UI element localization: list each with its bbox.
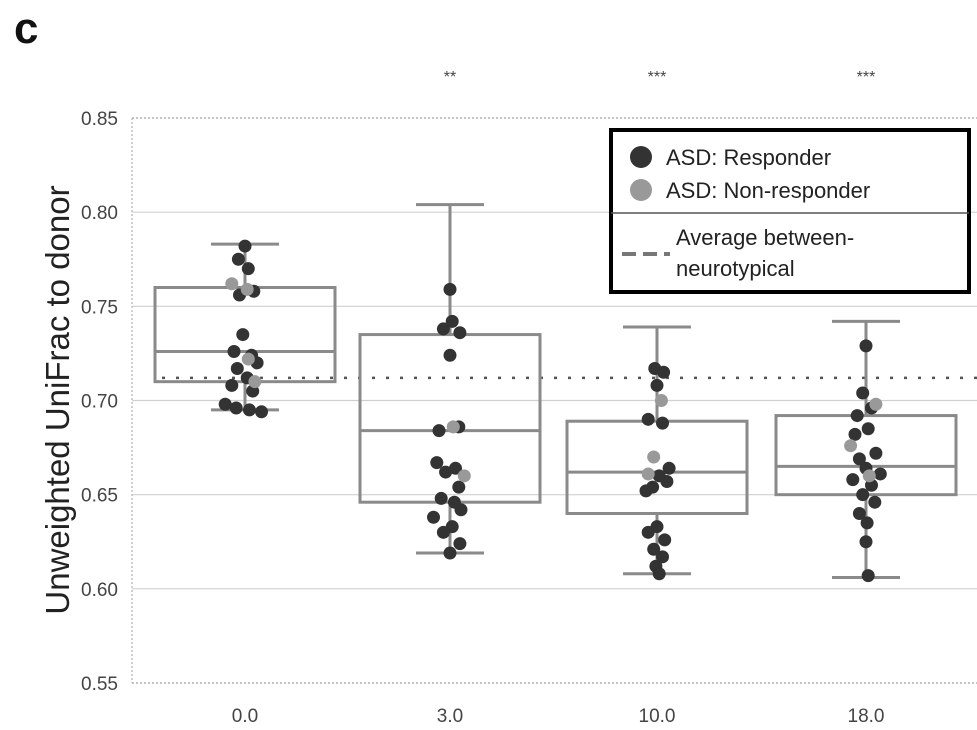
responder-point (641, 412, 655, 426)
legend-responder-label: ASD: Responder (666, 145, 831, 170)
responder-point (434, 491, 448, 505)
responder-point (647, 542, 661, 556)
responder-point (439, 465, 453, 479)
x-tick-label: 3.0 (437, 706, 463, 727)
responder-point (873, 467, 887, 481)
responder-point (868, 495, 882, 509)
responder-point (430, 456, 444, 470)
responder-point (856, 386, 870, 400)
panel-label: c (14, 4, 39, 53)
responder-point (639, 484, 653, 498)
responder-point (859, 535, 873, 549)
nonresponder-point (641, 467, 655, 481)
responder-point (236, 328, 250, 342)
legend-line-label-1: Average between- (676, 225, 854, 250)
responder-point (861, 569, 875, 583)
responder-point (650, 378, 664, 392)
responder-point (452, 480, 466, 494)
legend-responder-marker (630, 146, 652, 168)
responder-point (229, 401, 243, 415)
responder-point (432, 424, 446, 438)
nonresponder-point (248, 375, 262, 389)
x-tick-label: 10.0 (639, 706, 676, 727)
responder-point (445, 314, 459, 328)
responder-point (443, 282, 457, 296)
responder-point (662, 461, 676, 475)
responder-point (656, 550, 669, 564)
responder-point (255, 405, 268, 419)
nonresponder-point (240, 282, 254, 296)
responder-point (436, 525, 450, 539)
nonresponder-point (241, 352, 255, 366)
y-tick-label: 0.80 (81, 203, 118, 224)
box (565, 419, 749, 516)
y-tick-label: 0.85 (81, 109, 118, 130)
legend-frame (609, 128, 971, 294)
responder-point (846, 473, 860, 487)
responder-point (856, 488, 870, 502)
nonresponder-point (844, 439, 858, 453)
responder-point (657, 365, 671, 379)
y-tick-label: 0.55 (81, 674, 118, 695)
significance-marker: *** (857, 69, 876, 86)
responder-point (454, 503, 468, 517)
nonresponder-point (457, 469, 471, 483)
legend-line-label-2: neurotypical (676, 256, 795, 281)
responder-point (453, 326, 467, 340)
significance-marker: *** (648, 69, 667, 86)
x-tick-label: 18.0 (848, 706, 885, 727)
legend: ASD: Responder ASD: Non-responder Averag… (609, 128, 971, 294)
responder-point (848, 427, 862, 441)
x-tick-label: 0.0 (232, 706, 258, 727)
responder-point (869, 446, 883, 460)
responder-point (443, 348, 457, 362)
responder-point (443, 546, 457, 560)
y-tick-label: 0.65 (81, 486, 118, 507)
responder-point (852, 452, 866, 466)
responder-point (656, 416, 669, 430)
significance-marker: ** (444, 69, 456, 86)
responder-point (436, 322, 450, 336)
nonresponder-point (869, 397, 883, 411)
responder-point (652, 567, 666, 581)
responder-point (453, 537, 467, 551)
nonresponder-point (862, 469, 876, 483)
nonresponder-point (225, 277, 239, 291)
points-group (218, 239, 887, 583)
responder-point (231, 252, 245, 266)
responder-point (242, 403, 256, 417)
legend-nonresponder-marker (630, 179, 652, 201)
responder-point (658, 533, 672, 547)
legend-nonresponder-label: ASD: Non-responder (666, 178, 870, 203)
nonresponder-point (446, 420, 460, 434)
responder-point (227, 345, 241, 359)
responder-point (852, 507, 866, 520)
y-tick-label: 0.60 (81, 580, 118, 601)
responder-point (449, 461, 462, 475)
y-tick-label: 0.70 (81, 392, 118, 413)
y-tick-label: 0.75 (81, 297, 118, 318)
responder-point (660, 474, 674, 488)
responder-point (850, 409, 864, 423)
responder-point (225, 378, 239, 392)
nonresponder-point (647, 450, 661, 464)
responder-point (861, 422, 875, 436)
responder-point (859, 339, 873, 353)
responder-point (230, 361, 244, 375)
axes: 0.55 0.60 0.65 0.70 0.75 0.80 0.85 0.0 3.0 ** 10.0… (81, 69, 884, 727)
responder-point (860, 516, 874, 530)
responder-point (238, 239, 252, 253)
responder-point (427, 510, 440, 524)
responder-point (218, 397, 232, 411)
responder-point (641, 525, 655, 539)
responder-point (241, 262, 255, 276)
nonresponder-point (654, 394, 668, 407)
